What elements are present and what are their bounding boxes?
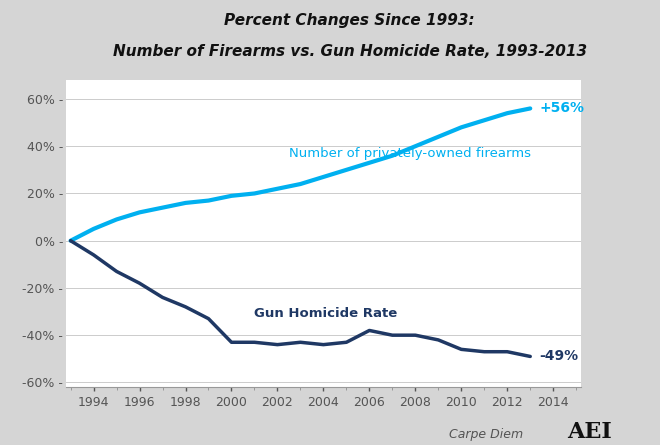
Text: -49%: -49% — [539, 349, 579, 364]
Text: Carpe Diem: Carpe Diem — [449, 428, 523, 441]
Text: +56%: +56% — [539, 101, 585, 115]
Text: Number of Firearms vs. Gun Homicide Rate, 1993-2013: Number of Firearms vs. Gun Homicide Rate… — [113, 44, 587, 60]
Text: Gun Homicide Rate: Gun Homicide Rate — [255, 307, 398, 320]
Text: AEI: AEI — [568, 421, 612, 443]
Text: Number of privately-owned firearms: Number of privately-owned firearms — [289, 147, 531, 160]
Text: Percent Changes Since 1993:: Percent Changes Since 1993: — [224, 13, 475, 28]
